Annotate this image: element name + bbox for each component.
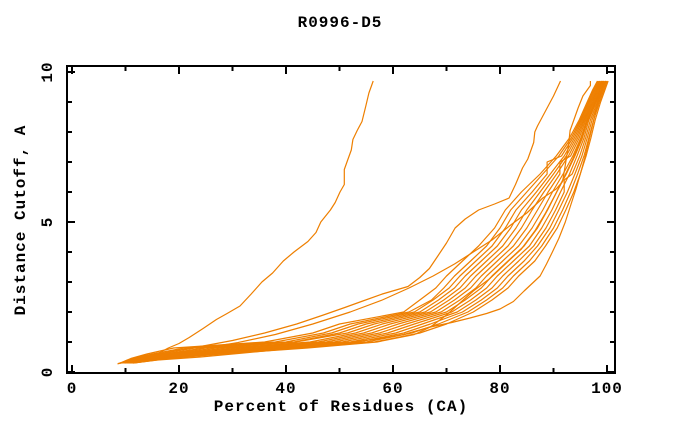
plot-border — [66, 65, 616, 374]
x-tick-label: 60 — [382, 380, 403, 398]
x-tick-label: 80 — [489, 380, 510, 398]
curve-14 — [129, 80, 606, 364]
chart-title: R0996-D5 — [297, 14, 383, 32]
curve-04 — [119, 80, 598, 364]
x-axis-label: Percent of Residues (CA) — [213, 398, 469, 416]
x-tick-label: 20 — [168, 380, 189, 398]
curve-10 — [125, 80, 603, 364]
y-axis-label: Distance Cutoff, A — [12, 124, 30, 316]
curve-09 — [124, 80, 603, 364]
curve-01 — [117, 80, 374, 365]
x-tick-label: 100 — [591, 380, 623, 398]
x-tick-label: 40 — [275, 380, 296, 398]
curve-18 — [133, 80, 604, 364]
x-tick-label: 0 — [67, 380, 78, 398]
y-tick-label: 5 — [39, 217, 57, 228]
curve-19 — [133, 80, 607, 364]
curve-08 — [123, 80, 602, 364]
curve-11 — [126, 80, 604, 364]
y-tick-label: 0 — [39, 367, 57, 378]
curve-13 — [128, 80, 605, 364]
curve-05 — [120, 80, 599, 364]
curve-03 — [118, 81, 592, 365]
curve-17 — [132, 80, 609, 364]
curve-02 — [117, 80, 562, 365]
y-tick-label: 10 — [39, 61, 57, 82]
